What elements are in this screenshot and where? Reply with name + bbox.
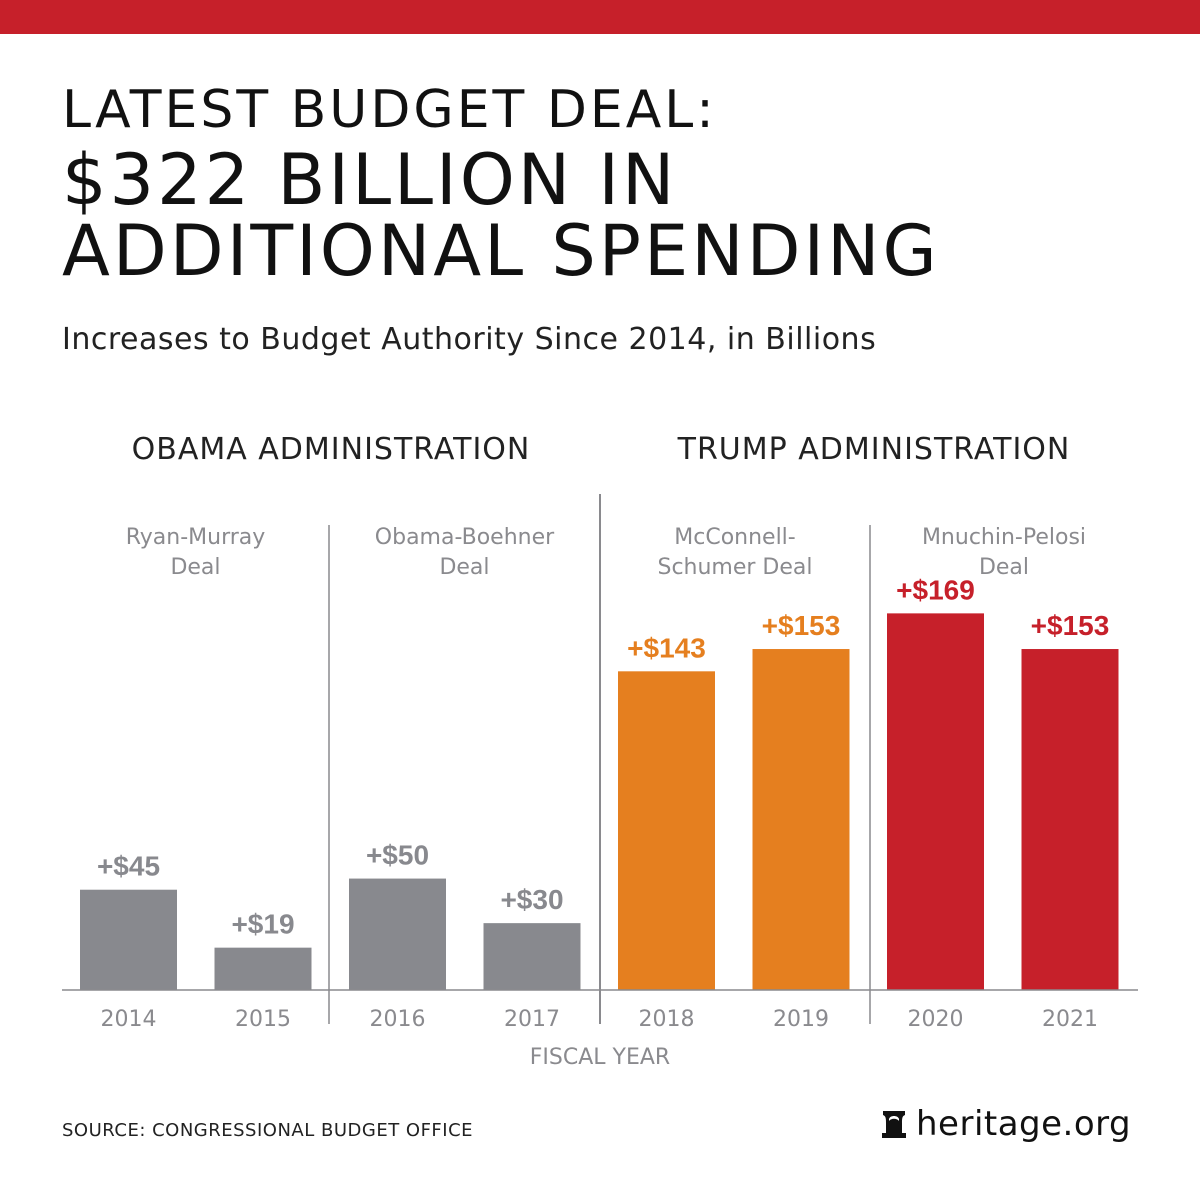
logo-text: heritage.org — [916, 1104, 1132, 1144]
source-note: SOURCE: CONGRESSIONAL BUDGET OFFICE — [62, 1120, 474, 1141]
obama-administration-label: OBAMA ADMINISTRATION — [131, 432, 531, 467]
subtitle: Increases to Budget Authority Since 2014… — [62, 322, 877, 357]
trump-administration-label: TRUMP ADMINISTRATION — [677, 432, 1071, 467]
value-label-2014: +$45 — [97, 851, 160, 882]
value-label-2018: +$143 — [627, 632, 706, 663]
value-label-2015: +$19 — [231, 909, 294, 940]
x-tick-label-2021: 2021 — [1042, 1007, 1098, 1032]
bar-2014 — [80, 889, 177, 990]
value-label-2021: +$153 — [1031, 610, 1110, 641]
heritage-logo[interactable]: heritage.org — [880, 1104, 1131, 1144]
title-line-2: $322 BILLION IN — [62, 139, 678, 221]
value-label-2019: +$153 — [762, 610, 841, 641]
title-main: $322 BILLION IN ADDITIONAL SPENDING — [62, 139, 940, 293]
title-line-3: ADDITIONAL SPENDING — [62, 210, 940, 293]
x-tick-label-2017: 2017 — [504, 1007, 560, 1032]
x-tick-label-2016: 2016 — [370, 1007, 426, 1032]
x-tick-label-2020: 2020 — [908, 1007, 964, 1032]
bar-2019 — [752, 649, 850, 990]
liberty-bell-icon — [882, 1111, 906, 1138]
x-tick-label-2018: 2018 — [639, 1007, 695, 1032]
top-accent-bar — [0, 0, 1200, 34]
bar-2017 — [483, 923, 581, 990]
deal-label-ryan-murray: Ryan-Murray Deal — [125, 525, 266, 580]
x-tick-label-2015: 2015 — [235, 1007, 291, 1032]
value-label-2020: +$169 — [896, 574, 975, 605]
bar-2016 — [349, 878, 446, 990]
x-tick-label-2019: 2019 — [773, 1007, 829, 1032]
bar-2018 — [618, 671, 715, 990]
bar-2020 — [887, 613, 984, 990]
deal-label-mnuchin-pelosi: Mnuchin-Pelosi Deal — [921, 525, 1087, 580]
value-label-2016: +$50 — [366, 840, 429, 871]
x-axis-title: FISCAL YEAR — [530, 1045, 670, 1070]
deal-label-mcconnell-schumer: McConnell- Schumer Deal — [657, 525, 813, 580]
x-tick-label-2014: 2014 — [101, 1007, 157, 1032]
title-line-1: LATEST BUDGET DEAL: — [62, 80, 717, 140]
value-label-2017: +$30 — [500, 884, 563, 915]
bar-2015 — [214, 947, 312, 990]
bar-2021 — [1021, 649, 1119, 990]
deal-label-obama-boehner: Obama-Boehner Deal — [374, 525, 555, 580]
